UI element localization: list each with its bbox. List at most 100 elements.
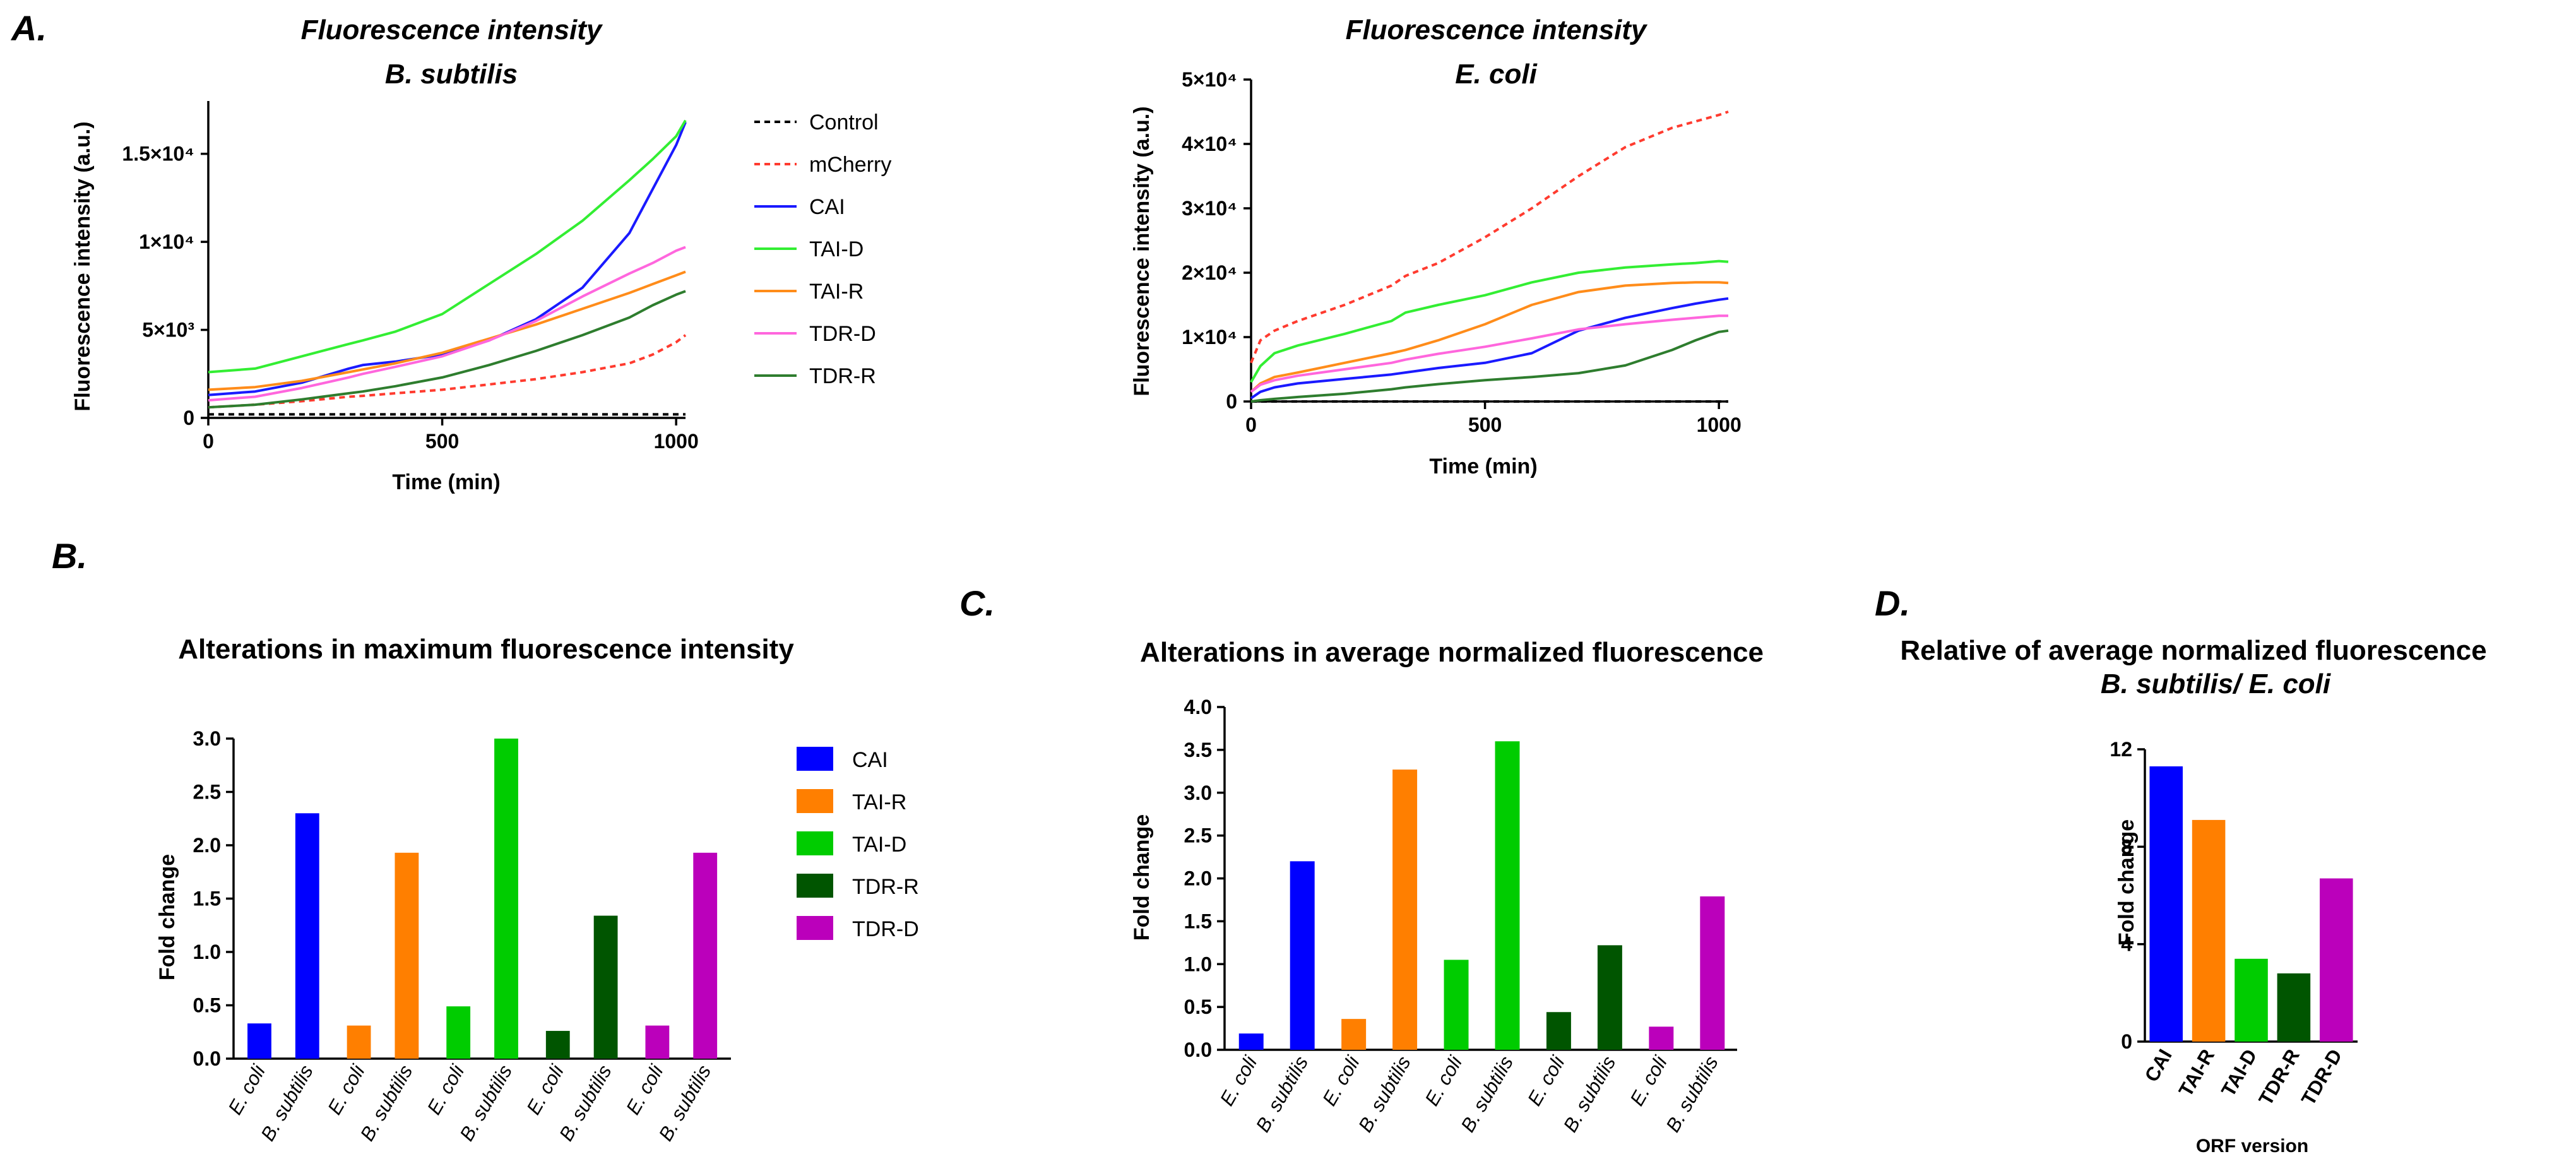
legend-label-bar_tdr_d: TDR-D [852, 917, 919, 941]
chart-a2-xlabel: Time (min) [1429, 455, 1537, 479]
bar-category-label: E. coli [522, 1061, 568, 1119]
bar-category-label: B. subtilis [1252, 1052, 1313, 1136]
a2-y-tick-label: 3×10⁴ [1182, 197, 1237, 220]
c-y-tick-label: 0.5 [1184, 996, 1212, 1018]
a2-y-tick-label: 0 [1226, 390, 1237, 413]
bar-category-label: E. coli [323, 1061, 369, 1119]
bar-bar_tai_r [2192, 819, 2226, 1042]
bar-bar_tai_r-bsubtilis [395, 852, 419, 1059]
bar-bar_cai [2149, 766, 2183, 1042]
c-y-tick-label: 2.0 [1184, 867, 1212, 890]
a1-x-tick-label: 0 [203, 430, 214, 453]
b-y-tick-label: 3.0 [193, 727, 221, 750]
chart-a1-subtitle: B. subtilis [385, 59, 518, 90]
a1-x-tick-label: 1000 [654, 430, 699, 453]
chart-a2-title: Fluorescence intensity [1346, 15, 1648, 45]
bar-bar_tdr_r-bsubtilis [1597, 945, 1622, 1050]
bar-bar_tdr_r-ecoli [545, 1031, 570, 1059]
bar-category-label: TDR-D [2297, 1045, 2347, 1109]
bar-bar_tai_d [2235, 958, 2268, 1042]
chart-a1-plot: 0 500 1000 0 5×10³ 1×10⁴ 1.5×10⁴ [122, 101, 699, 453]
chart-b: Alterations in maximum fluorescence inte… [155, 634, 919, 1144]
chart-d-y-tick-label: 8 [2121, 835, 2132, 858]
bar-category-label: TDR-R [2254, 1045, 2304, 1109]
a2-y-tick-label: 4×10⁴ [1182, 133, 1237, 155]
series-line-tdr_r [1250, 329, 1729, 403]
bar-bar_tdr_r [2277, 973, 2311, 1042]
chart-a-ecoli: Fluorescence intensity E. coli Fluoresce… [1130, 15, 1742, 479]
c-y-tick-label: 1.0 [1184, 953, 1212, 975]
chart-d-xlabel: ORF version [2196, 1136, 2308, 1156]
b-y-tick-label: 2.5 [193, 781, 221, 804]
b-y-tick-label: 0.5 [193, 994, 221, 1017]
chart-b-ylabel: Fold change [155, 854, 179, 980]
bar-category-label: B. subtilis [1354, 1052, 1415, 1136]
bar-bar_tdr_d-ecoli [1649, 1026, 1674, 1050]
chart-c-title: Alterations in average normalized fluore… [1140, 637, 1764, 668]
panel-label-b: B. [52, 536, 87, 576]
legend-label-bar_tai_d: TAI-D [852, 833, 906, 857]
chart-a1-ylabel: Fluorescence intensity (a.u.) [71, 121, 95, 411]
c-y-tick-label: 2.5 [1184, 824, 1212, 847]
chart-a2-plot: 0 500 1000 0 1×10⁴ 2×10⁴ 3×10⁴ 4×10⁴ 5×10⁴ [1182, 68, 1742, 436]
series-line-tdr_d [208, 246, 686, 402]
a1-y-tick-label: 1×10⁴ [139, 230, 194, 253]
bar-bar_tai_r-ecoli [1341, 1019, 1367, 1050]
a2-y-tick-label: 1×10⁴ [1182, 326, 1237, 348]
bar-bar_cai-bsubtilis [1290, 861, 1315, 1050]
a2-x-tick-label: 1000 [1697, 413, 1742, 436]
bar-bar_tdr_d-bsubtilis [1700, 896, 1725, 1050]
bar-category-label: CAI [2140, 1045, 2176, 1086]
legend-label-bar_cai: CAI [852, 748, 888, 772]
chart-b-title: Alterations in maximum fluorescence inte… [178, 634, 794, 665]
c-y-tick-label: 1.5 [1184, 910, 1212, 932]
chart-d-y-tick-label: 0 [2121, 1030, 2132, 1053]
bar-bar_tdr_r-ecoli [1546, 1012, 1571, 1050]
b-y-tick-label: 1.5 [193, 888, 221, 910]
chart-a-bsubtilis: Fluorescence intensity B. subtilis Fluor… [71, 15, 891, 494]
b-y-tick-label: 1.0 [193, 941, 221, 963]
c-y-tick-label: 4.0 [1184, 696, 1212, 718]
legend-swatch-bar_tai_r [797, 789, 833, 813]
chart-a1-xlabel: Time (min) [392, 470, 500, 494]
b-y-tick-label: 2.0 [193, 834, 221, 857]
bar-bar_tai_r-ecoli [347, 1025, 371, 1059]
bar-category-label: E. coli [1216, 1052, 1262, 1110]
legend-label-mcherry: mCherry [809, 153, 891, 177]
a2-x-tick-label: 500 [1468, 413, 1502, 436]
bar-category-label: B. subtilis [1559, 1052, 1620, 1136]
legend-swatch-bar_tdr_d [797, 916, 833, 940]
legend-label-tai_d: TAI-D [809, 237, 864, 261]
panel-label-d: D. [1875, 583, 1910, 623]
a2-x-tick-label: 0 [1245, 413, 1257, 436]
c-y-tick-label: 3.5 [1184, 739, 1212, 761]
bar-category-label: E. coli [423, 1061, 469, 1119]
bar-bar_cai-bsubtilis [295, 813, 319, 1059]
a1-y-tick-label: 5×10³ [142, 319, 194, 342]
chart-d-subtitle: B. subtilis/ E. coli [2101, 669, 2331, 699]
chart-a2-ylabel: Fluorescence intensity (a.u.) [1130, 106, 1154, 396]
b-y-tick-label: 0.0 [193, 1047, 221, 1070]
bar-bar_tdr_d-ecoli [645, 1025, 670, 1059]
bar-category-label: TAI-R [2175, 1045, 2219, 1100]
chart-a1-title: Fluorescence intensity [301, 15, 603, 45]
legend-swatch-bar_tdr_r [797, 874, 833, 898]
panel-label-c: C. [959, 583, 995, 623]
bar-bar_cai-ecoli [247, 1023, 271, 1059]
series-line-tai_d [1250, 259, 1729, 383]
legend-label-tdr_r: TDR-R [809, 364, 876, 388]
a2-y-tick-label: 2×10⁴ [1182, 261, 1237, 284]
a1-x-tick-label: 500 [425, 430, 459, 453]
legend-label-cai: CAI [809, 195, 845, 219]
chart-a1-legend: Control mCherry CAI TAI-D TAI-R TDR-D TDR-R [754, 110, 891, 388]
legend-label-tai_r: TAI-R [809, 280, 864, 304]
bar-category-label: E. coli [1625, 1052, 1671, 1110]
bar-category-label: B. subtilis [1661, 1052, 1723, 1136]
chart-c-ylabel: Fold change [1130, 814, 1154, 941]
c-y-tick-label: 3.0 [1184, 782, 1212, 804]
bar-bar_tai_d-ecoli [1444, 960, 1469, 1050]
